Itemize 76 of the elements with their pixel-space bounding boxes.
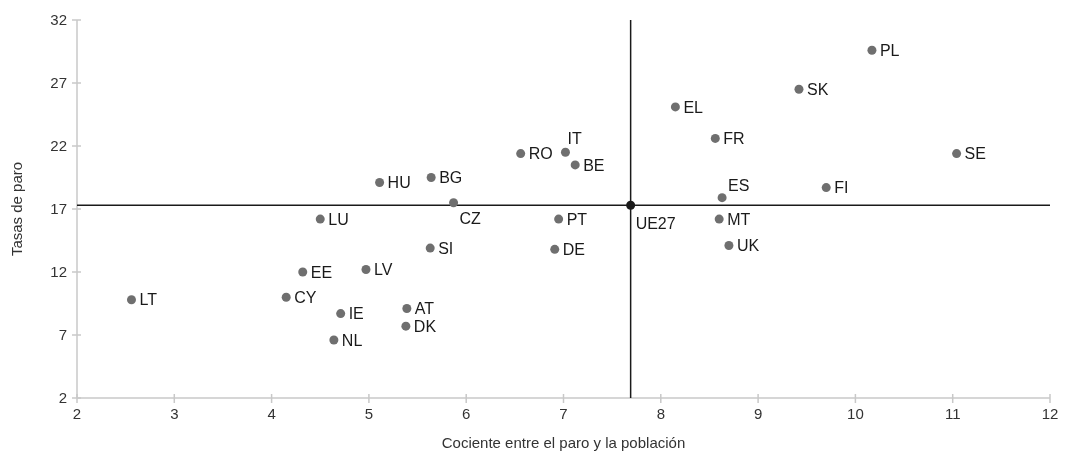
data-label: UE27 bbox=[635, 214, 676, 232]
data-label: DK bbox=[413, 317, 437, 335]
point bbox=[402, 304, 412, 314]
data-label: HU bbox=[387, 174, 411, 192]
point bbox=[714, 214, 724, 224]
point bbox=[361, 264, 371, 274]
point bbox=[821, 183, 831, 193]
x-tick-label: 2 bbox=[72, 405, 82, 422]
x-tick-label: 10 bbox=[847, 405, 864, 422]
point bbox=[281, 292, 291, 302]
point bbox=[717, 193, 727, 203]
point bbox=[449, 198, 459, 208]
x-tick-label: 7 bbox=[559, 405, 568, 422]
point bbox=[570, 160, 580, 170]
y-tick-label: 2 bbox=[58, 389, 67, 407]
data-label: LU bbox=[328, 210, 349, 228]
data-label: SI bbox=[438, 239, 454, 257]
data-label: NL bbox=[341, 331, 363, 349]
y-tick-label: 17 bbox=[50, 200, 67, 218]
point bbox=[560, 147, 570, 157]
point bbox=[425, 243, 435, 253]
y-tick-label: 22 bbox=[50, 137, 67, 155]
data-label: EL bbox=[683, 98, 704, 116]
y-tick-label: 7 bbox=[58, 326, 67, 344]
data-label: PT bbox=[566, 210, 588, 228]
x-tick-label: 8 bbox=[656, 405, 665, 422]
point bbox=[298, 267, 308, 277]
data-label: ES bbox=[728, 177, 750, 195]
point bbox=[401, 321, 411, 331]
data-label: RO bbox=[528, 145, 553, 163]
x-tick-label: 3 bbox=[170, 405, 179, 422]
point bbox=[952, 149, 962, 159]
data-label: IE bbox=[348, 305, 364, 323]
data-label: FI bbox=[834, 179, 849, 197]
data-label: CZ bbox=[459, 210, 482, 228]
point bbox=[329, 335, 339, 345]
data-label: DE bbox=[562, 240, 585, 258]
data-label: BE bbox=[583, 156, 605, 174]
x-tick-label: 5 bbox=[364, 405, 374, 422]
x-tick-label: 4 bbox=[267, 405, 276, 422]
point bbox=[794, 84, 804, 94]
point bbox=[554, 214, 564, 224]
data-label: UK bbox=[736, 237, 760, 255]
data-label: LV bbox=[373, 261, 393, 279]
point bbox=[126, 295, 136, 305]
x-tick-label: 11 bbox=[944, 405, 961, 422]
y-axis-title: Tasas de paro bbox=[8, 161, 25, 257]
data-label: LT bbox=[139, 291, 158, 309]
x-axis-title: Cociente entre el paro y la población bbox=[441, 434, 686, 451]
point bbox=[336, 309, 346, 319]
point bbox=[670, 102, 680, 112]
point bbox=[626, 200, 636, 210]
point bbox=[710, 133, 720, 143]
data-label: EE bbox=[310, 263, 333, 281]
x-tick-label: 9 bbox=[753, 405, 763, 422]
point bbox=[375, 178, 385, 188]
data-label: AT bbox=[414, 300, 435, 318]
point bbox=[867, 45, 877, 55]
point bbox=[315, 214, 325, 224]
data-label: CY bbox=[294, 288, 317, 306]
point bbox=[426, 173, 436, 182]
data-label: SK bbox=[806, 80, 829, 98]
point bbox=[516, 149, 526, 159]
y-tick-label: 27 bbox=[50, 74, 67, 92]
data-label: SE bbox=[964, 145, 986, 163]
x-tick-label: 12 bbox=[1041, 405, 1059, 422]
point bbox=[550, 244, 560, 254]
point bbox=[724, 241, 734, 251]
y-tick-label: 32 bbox=[50, 11, 67, 29]
x-tick-label: 6 bbox=[462, 405, 471, 422]
data-label: BG bbox=[439, 169, 463, 187]
data-label: MT bbox=[727, 210, 751, 228]
data-label: PL bbox=[879, 41, 900, 59]
y-tick-label: 12 bbox=[50, 263, 67, 281]
data-label: IT bbox=[567, 129, 582, 147]
data-label: FR bbox=[723, 130, 745, 148]
